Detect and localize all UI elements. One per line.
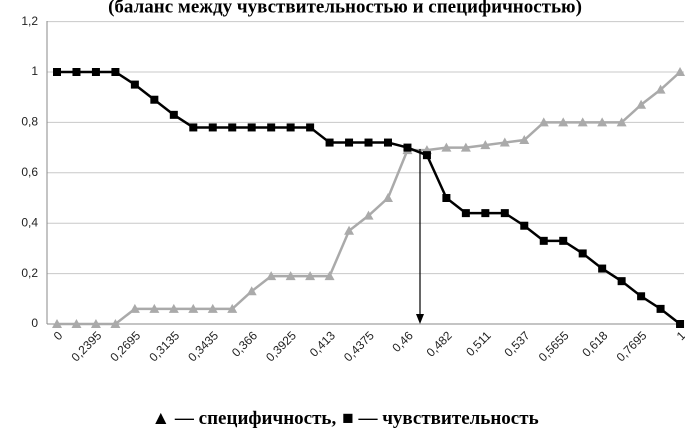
point bbox=[675, 67, 685, 76]
x-tick-label: 0 bbox=[51, 328, 66, 343]
point bbox=[53, 68, 61, 76]
point bbox=[72, 68, 81, 76]
point bbox=[461, 209, 470, 218]
point bbox=[519, 135, 530, 145]
point bbox=[169, 110, 178, 119]
legend-label: ■ — чувствительность bbox=[342, 408, 538, 429]
x-tick-label: 0,482 bbox=[424, 328, 455, 359]
point bbox=[246, 286, 257, 296]
x-tick-label: 0,413 bbox=[307, 328, 338, 359]
point bbox=[266, 271, 277, 281]
point bbox=[52, 319, 62, 328]
x-tick-label: 0,4375 bbox=[341, 328, 377, 364]
legend: ▲ — специфичность, ■ — чувствительность bbox=[151, 408, 538, 429]
arrow bbox=[416, 149, 424, 324]
point bbox=[344, 225, 355, 235]
point bbox=[188, 303, 199, 313]
point bbox=[577, 117, 588, 127]
y-tick-label: 1,2 bbox=[21, 14, 38, 28]
point bbox=[617, 277, 626, 286]
point bbox=[364, 138, 373, 147]
point bbox=[189, 123, 198, 132]
plot bbox=[52, 67, 685, 328]
point bbox=[91, 68, 100, 76]
point bbox=[324, 271, 335, 281]
point bbox=[520, 221, 529, 230]
point bbox=[382, 193, 393, 202]
y-tick-label: 1 bbox=[31, 64, 38, 78]
point bbox=[168, 303, 179, 313]
point bbox=[499, 137, 510, 147]
series-line bbox=[57, 71, 681, 326]
x-tick-label: 0,2695 bbox=[107, 328, 143, 364]
point bbox=[637, 292, 646, 301]
x-tick-label: 0,3435 bbox=[185, 328, 221, 364]
point bbox=[539, 236, 548, 245]
point bbox=[363, 210, 374, 220]
point bbox=[306, 123, 315, 132]
point bbox=[207, 303, 218, 313]
x-tick-label: 0,366 bbox=[229, 328, 260, 359]
point bbox=[90, 319, 101, 328]
x-tick-label: 0,3925 bbox=[263, 328, 299, 364]
point bbox=[676, 320, 685, 328]
point bbox=[71, 319, 82, 328]
point bbox=[460, 142, 471, 152]
point bbox=[208, 123, 217, 132]
series-line bbox=[57, 70, 681, 325]
point bbox=[285, 271, 296, 281]
point bbox=[636, 99, 647, 109]
point bbox=[441, 142, 452, 152]
point bbox=[227, 303, 238, 313]
chart-title: (баланс между чувствительностью и специф… bbox=[108, 0, 582, 17]
point bbox=[325, 138, 334, 147]
point bbox=[403, 143, 412, 152]
point bbox=[558, 117, 569, 127]
point bbox=[480, 140, 491, 150]
point bbox=[500, 209, 509, 218]
x-tick-label: 0,46 bbox=[389, 328, 416, 355]
point bbox=[305, 271, 316, 281]
x-tick-label: 0,5655 bbox=[536, 328, 572, 364]
point bbox=[267, 123, 276, 132]
x-tick-label: 0,537 bbox=[502, 328, 533, 359]
point bbox=[578, 249, 587, 258]
x-tick-label: 1 bbox=[674, 328, 685, 343]
point bbox=[655, 84, 666, 94]
point bbox=[598, 264, 607, 273]
point bbox=[616, 117, 627, 127]
arrow-head bbox=[416, 314, 424, 324]
point bbox=[597, 117, 608, 127]
point bbox=[422, 151, 431, 160]
point bbox=[150, 95, 159, 104]
y-tick-label: 0,2 bbox=[21, 266, 38, 280]
y-tick-label: 0,8 bbox=[21, 115, 38, 129]
point bbox=[538, 117, 549, 127]
point bbox=[383, 138, 392, 147]
point bbox=[130, 80, 139, 89]
y-tick-label: 0 bbox=[31, 316, 38, 330]
point bbox=[110, 319, 121, 328]
point bbox=[228, 123, 237, 132]
point bbox=[149, 303, 160, 313]
point bbox=[559, 236, 568, 245]
x-tick-label: 0,3135 bbox=[146, 328, 182, 364]
x-tick-label: 0,2395 bbox=[68, 328, 104, 364]
point bbox=[345, 138, 354, 147]
point bbox=[247, 123, 256, 132]
x-tick-label: 0,7695 bbox=[614, 328, 650, 364]
point bbox=[286, 123, 295, 132]
point bbox=[129, 303, 140, 313]
y-tick-label: 0,6 bbox=[21, 165, 38, 179]
point bbox=[442, 194, 451, 202]
legend-label: ▲ — специфичность, bbox=[151, 408, 336, 429]
grid bbox=[47, 21, 684, 325]
y-tick-label: 0,4 bbox=[21, 215, 38, 229]
point bbox=[111, 68, 120, 76]
x-tick-label: 0,511 bbox=[463, 328, 494, 359]
point bbox=[481, 209, 490, 218]
point bbox=[656, 304, 665, 313]
x-tick-label: 0,618 bbox=[579, 328, 610, 359]
